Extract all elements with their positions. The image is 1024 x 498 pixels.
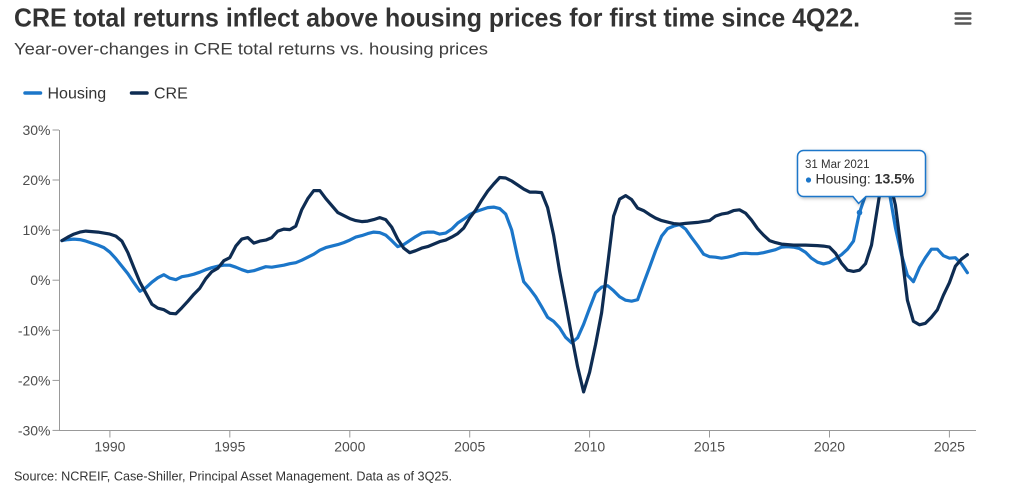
svg-text:-30%: -30% <box>18 422 51 438</box>
svg-text:2025: 2025 <box>934 439 965 455</box>
svg-text:10%: 10% <box>22 222 50 238</box>
svg-text:Housing: 13.5%: Housing: 13.5% <box>816 171 915 187</box>
svg-text:31 Mar 2021: 31 Mar 2021 <box>805 159 870 171</box>
svg-text:-20%: -20% <box>18 372 51 388</box>
svg-text:30%: 30% <box>22 122 50 138</box>
svg-text:1990: 1990 <box>94 439 125 455</box>
svg-text:2010: 2010 <box>574 439 605 455</box>
svg-text:2000: 2000 <box>334 439 365 455</box>
svg-text:CRE: CRE <box>154 86 188 103</box>
svg-text:20%: 20% <box>22 172 50 188</box>
svg-text:0%: 0% <box>30 272 50 288</box>
svg-text:-10%: -10% <box>18 322 51 338</box>
svg-text:Source: NCREIF, Case-Shiller,: Source: NCREIF, Case-Shiller, Principal … <box>14 469 452 484</box>
svg-text:Year-over-changes in CRE total: Year-over-changes in CRE total returns v… <box>14 40 488 59</box>
svg-text:CRE total returns inflect abov: CRE total returns inflect above housing … <box>14 3 860 33</box>
svg-text:2005: 2005 <box>454 439 485 455</box>
svg-text:Housing: Housing <box>48 86 107 103</box>
svg-text:2015: 2015 <box>694 439 725 455</box>
svg-text:2020: 2020 <box>814 439 845 455</box>
svg-text:1995: 1995 <box>214 439 245 455</box>
